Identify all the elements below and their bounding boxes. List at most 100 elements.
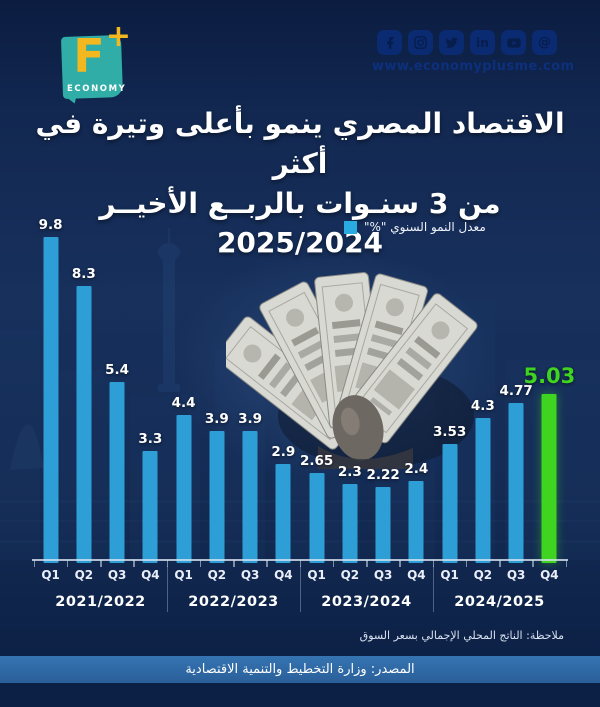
x-axis-quarter-label: Q2 bbox=[74, 568, 94, 582]
x-axis-year-group-label: 2022/2023 bbox=[188, 594, 279, 610]
linkedin-icon[interactable]: in bbox=[470, 30, 495, 55]
footnote: ملاحظة: الناتج المحلي الإجمالي بسعر السو… bbox=[359, 629, 564, 642]
axis-tick bbox=[499, 560, 501, 567]
axis-tick bbox=[332, 560, 335, 567]
legend-swatch bbox=[344, 221, 357, 234]
x-axis-year-group-label: 2024/2025 bbox=[454, 594, 545, 610]
x-axis-quarter-label: Q3 bbox=[373, 568, 393, 582]
bar[interactable] bbox=[442, 444, 458, 563]
bar-slot: 2.65 bbox=[299, 222, 334, 563]
x-axis-year-group-label: 2021/2022 bbox=[55, 594, 146, 610]
year-group-divider bbox=[433, 566, 434, 612]
x-axis-quarter-label: Q1 bbox=[41, 568, 60, 582]
bar-value-label: 3.3 bbox=[138, 431, 163, 447]
axis-tick bbox=[432, 560, 434, 567]
x-axis-quarter-label: Q2 bbox=[340, 568, 360, 582]
bar-slot: 2.22 bbox=[366, 222, 400, 563]
bar-highlighted[interactable] bbox=[541, 394, 557, 563]
bar-slot: 5.4 bbox=[101, 222, 134, 563]
plus-icon: + bbox=[105, 19, 131, 54]
youtube-icon[interactable] bbox=[501, 30, 526, 55]
bar-value-label: 5.03 bbox=[523, 364, 576, 388]
logo-letter: F bbox=[73, 29, 105, 83]
x-axis-quarter-label: Q1 bbox=[174, 568, 193, 582]
bar[interactable] bbox=[375, 487, 391, 563]
bar[interactable] bbox=[209, 431, 225, 563]
social-icons-row: in @ bbox=[372, 30, 562, 55]
x-axis-quarter-label: Q1 bbox=[440, 568, 459, 582]
source-text: المصدر: وزارة التخطيط والتنمية الاقتصادي… bbox=[185, 662, 415, 677]
bar-slot: 2.4 bbox=[400, 222, 433, 563]
bar[interactable] bbox=[43, 237, 59, 563]
title-line-1: الاقتصاد المصري ينمو بأعلى وتيرة في أكثر bbox=[35, 107, 565, 180]
bar-slot: 2.3 bbox=[333, 222, 366, 563]
page-title: الاقتصاد المصري ينمو بأعلى وتيرة في أكثر… bbox=[15, 104, 585, 263]
source-band: المصدر: وزارة التخطيط والتنمية الاقتصادي… bbox=[0, 656, 600, 683]
bar-slot: 4.4 bbox=[167, 222, 200, 563]
x-axis-quarter-label: Q2 bbox=[207, 568, 227, 582]
x-axis-quarter-label: Q1 bbox=[307, 568, 326, 582]
title-line-2: من 3 سنـوات بالربــع الأخيــر 2025/2024 bbox=[99, 186, 501, 260]
bar[interactable] bbox=[109, 382, 125, 563]
bar-value-label: 4.3 bbox=[470, 398, 495, 414]
bar-value-label: 2.3 bbox=[337, 464, 362, 480]
x-axis-year-group-label: 2023/2024 bbox=[321, 594, 412, 610]
bar[interactable] bbox=[475, 418, 491, 563]
bar-slot: 5.03 bbox=[523, 222, 575, 563]
bar-value-label: 4.4 bbox=[171, 395, 196, 411]
bar-chart: 9.8 8.3 5.4 3.3 4.4 3.9 3.9 2.9 2.65 2.3 2.22 2.4 3.… bbox=[32, 217, 575, 563]
axis-tick bbox=[532, 560, 534, 567]
legend-label: معدل النمو السنوي "%" bbox=[364, 220, 486, 234]
economy-plus-logo[interactable]: F + ECONOMY bbox=[60, 22, 131, 105]
twitter-icon[interactable] bbox=[439, 30, 464, 55]
axis-tick bbox=[366, 560, 368, 567]
x-axis-quarter-label: Q4 bbox=[141, 568, 160, 582]
axis-tick bbox=[100, 560, 102, 567]
axis-tick bbox=[133, 560, 135, 567]
axis-tick bbox=[166, 560, 168, 567]
x-axis-quarter-label: Q4 bbox=[540, 568, 559, 582]
bar-value-label: 2.9 bbox=[271, 444, 296, 460]
bar[interactable] bbox=[242, 431, 258, 563]
bar-value-label: 2.22 bbox=[366, 467, 400, 483]
axis-tick bbox=[33, 560, 35, 567]
facebook-icon[interactable] bbox=[377, 30, 402, 55]
social-block: in @ www.economyplusme.com bbox=[372, 30, 575, 74]
instagram-icon[interactable] bbox=[408, 30, 433, 55]
axis-tick bbox=[565, 560, 567, 567]
x-axis-quarter-label: Q4 bbox=[274, 568, 293, 582]
year-group-divider bbox=[167, 566, 168, 612]
bar[interactable] bbox=[342, 484, 358, 563]
axis-tick bbox=[66, 560, 69, 567]
threads-icon[interactable]: @ bbox=[532, 30, 557, 55]
bar[interactable] bbox=[408, 481, 424, 563]
bar[interactable] bbox=[142, 451, 158, 563]
axis-tick bbox=[399, 560, 401, 567]
x-axis-quarter-label: Q3 bbox=[240, 568, 260, 582]
bar-value-label: 8.3 bbox=[71, 266, 96, 282]
logo-caption: ECONOMY bbox=[67, 84, 127, 94]
bar-slot: 4.3 bbox=[466, 222, 499, 563]
bar[interactable] bbox=[508, 403, 524, 563]
bar-slot: 4.77 bbox=[499, 222, 533, 563]
bar-slot: 3.9 bbox=[200, 222, 233, 563]
bar-slot: 9.8 bbox=[34, 217, 67, 563]
bar-value-label: 9.8 bbox=[38, 217, 63, 233]
x-axis-quarter-label: Q4 bbox=[407, 568, 426, 582]
website-url[interactable]: www.economyplusme.com bbox=[372, 59, 575, 74]
axis-tick bbox=[199, 560, 202, 567]
bar[interactable] bbox=[76, 286, 92, 563]
x-axis-quarter-label: Q2 bbox=[473, 568, 493, 582]
bar-value-label: 3.53 bbox=[432, 424, 467, 440]
bar[interactable] bbox=[275, 464, 291, 563]
bar-value-label: 2.65 bbox=[299, 453, 334, 469]
bar-value-label: 3.9 bbox=[204, 411, 229, 427]
year-group-divider bbox=[300, 566, 301, 612]
x-axis-quarter-label: Q3 bbox=[107, 568, 127, 582]
bar-slot: 3.9 bbox=[234, 222, 267, 563]
bar[interactable] bbox=[176, 415, 192, 563]
axis-tick bbox=[465, 560, 468, 567]
axis-tick bbox=[266, 560, 268, 567]
x-axis-quarter-label: Q3 bbox=[506, 568, 526, 582]
bar[interactable] bbox=[309, 473, 325, 563]
